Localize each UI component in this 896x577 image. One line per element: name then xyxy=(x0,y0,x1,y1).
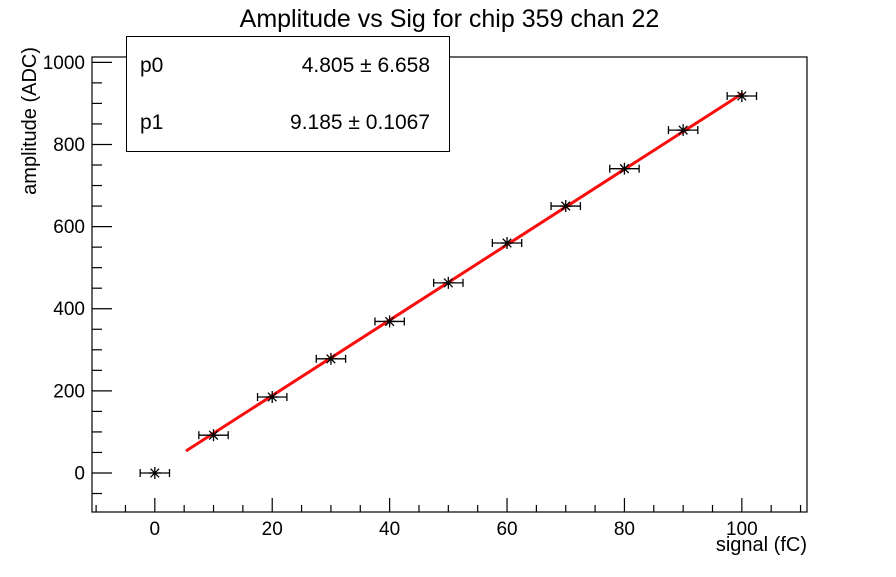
param-value-p1: 9.185 ± 0.1067 xyxy=(290,110,430,134)
data-point xyxy=(491,237,523,250)
data-point xyxy=(256,391,288,404)
x-tick-label: 80 xyxy=(614,519,635,540)
chart-title: Amplitude vs Sig for chip 359 chan 22 xyxy=(239,5,660,33)
y-axis: 0 200 400 600 800 1000 xyxy=(43,53,112,495)
data-point xyxy=(609,162,640,175)
x-tick-label: 60 xyxy=(496,519,517,540)
marker-asterisk xyxy=(619,163,630,174)
data-point xyxy=(550,200,582,213)
stats-row-p1: p1 9.185 ± 0.1067 xyxy=(127,94,449,151)
marker-asterisk xyxy=(150,468,160,478)
y-tick-label: 600 xyxy=(53,217,85,238)
marker-asterisk xyxy=(384,316,395,327)
y-tick-label: 0 xyxy=(74,463,85,484)
data-point xyxy=(139,466,171,479)
x-axis-title: signal (fC) xyxy=(716,534,807,556)
data-point xyxy=(667,124,699,137)
x-axis: 0 20 40 60 80 100 xyxy=(95,498,802,540)
y-tick-label: 200 xyxy=(53,381,85,402)
marker-asterisk xyxy=(443,278,454,288)
marker-asterisk xyxy=(678,125,688,135)
x-tick-label: 100 xyxy=(726,519,758,540)
data-point xyxy=(374,315,405,328)
marker-asterisk xyxy=(326,354,336,364)
marker-asterisk xyxy=(737,91,747,101)
data-points xyxy=(139,90,758,479)
x-tick-label: 20 xyxy=(262,519,283,540)
x-tick-label: 40 xyxy=(379,519,400,540)
marker-asterisk xyxy=(502,238,512,248)
x-tick-label: 0 xyxy=(150,519,161,540)
data-point xyxy=(198,429,229,442)
y-axis-title: amplitude (ADC) xyxy=(19,47,41,195)
y-tick-label: 400 xyxy=(53,299,85,320)
data-point xyxy=(315,352,347,365)
stats-row-p0: p0 4.805 ± 6.658 xyxy=(127,37,449,94)
fit-line xyxy=(185,92,744,452)
marker-asterisk xyxy=(208,430,219,440)
y-tick-label: 1000 xyxy=(43,53,85,74)
stats-box: p0 4.805 ± 6.658 p1 9.185 ± 0.1067 xyxy=(126,36,450,152)
param-name-p1: p1 xyxy=(140,110,164,134)
param-name-p0: p0 xyxy=(140,53,164,77)
y-tick-label: 800 xyxy=(53,135,85,156)
marker-asterisk xyxy=(267,392,277,402)
data-point xyxy=(726,90,758,103)
data-point xyxy=(433,276,464,289)
marker-asterisk xyxy=(560,201,571,211)
param-value-p0: 4.805 ± 6.658 xyxy=(301,53,430,77)
